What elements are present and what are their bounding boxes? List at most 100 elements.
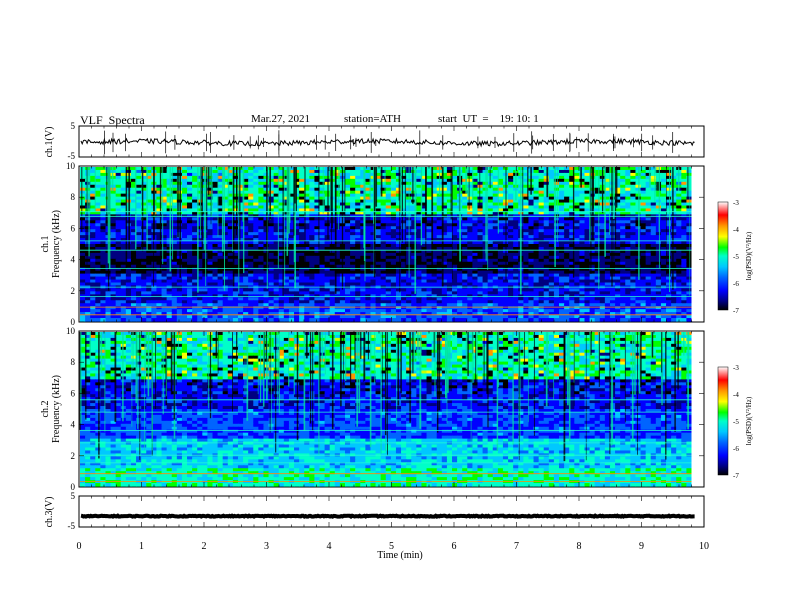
spectrogram-cell bbox=[130, 172, 137, 177]
spectrogram-cell bbox=[390, 175, 397, 180]
spectrogram-cell bbox=[355, 190, 361, 195]
spectrogram-cell bbox=[141, 199, 147, 204]
spectrogram-cell bbox=[650, 199, 657, 204]
spectrogram-cell bbox=[380, 190, 387, 195]
spectrogram-cell bbox=[207, 181, 214, 186]
spectrogram-cell bbox=[212, 169, 219, 174]
spectrogram-cell bbox=[666, 181, 672, 186]
spectrogram-cell bbox=[253, 187, 259, 192]
spectrogram-cell bbox=[477, 208, 484, 213]
spectrogram-cell bbox=[477, 178, 484, 183]
spectrogram-cell bbox=[452, 178, 458, 183]
spectrogram-cell bbox=[187, 217, 193, 221]
spectrogram-cell bbox=[533, 169, 540, 174]
spectrogram-cell bbox=[487, 202, 494, 207]
spectrogram-cell bbox=[467, 181, 473, 186]
spectrogram-cell bbox=[360, 211, 366, 215]
spectrogram-cell bbox=[253, 167, 259, 171]
spectrogram-cell bbox=[181, 167, 188, 171]
spectrogram-cell bbox=[299, 178, 305, 183]
spectrogram-cell bbox=[676, 208, 682, 213]
spectrogram-cell bbox=[416, 184, 423, 189]
spectrogram-cell bbox=[192, 205, 198, 210]
spectrogram-cell bbox=[686, 181, 693, 186]
spectrogram-cell bbox=[411, 187, 417, 192]
spectrogram-cell bbox=[237, 205, 244, 210]
spectrogram-cell bbox=[253, 190, 259, 195]
spectrogram-cell bbox=[452, 184, 458, 189]
spectrogram-cell bbox=[115, 220, 122, 224]
spectrogram-cell bbox=[482, 184, 489, 189]
spectrogram-cell bbox=[615, 187, 621, 192]
spectrogram-cell bbox=[120, 167, 127, 171]
spectrogram-cell bbox=[615, 205, 621, 210]
spectrogram-cell bbox=[365, 202, 372, 207]
spectrogram-cell bbox=[243, 178, 249, 183]
spectrogram-cell bbox=[594, 205, 601, 210]
spectrogram-cell bbox=[421, 169, 428, 174]
spectrogram-cell bbox=[350, 205, 356, 210]
spectrogram-cell bbox=[513, 220, 519, 224]
spectrogram-cell bbox=[344, 169, 351, 174]
spectrogram-cell bbox=[355, 172, 361, 177]
spectrogram-cell bbox=[95, 172, 101, 177]
spectrogram-cell bbox=[314, 167, 321, 171]
spectrogram-cell bbox=[130, 169, 137, 174]
spectrogram-cell bbox=[192, 196, 198, 201]
spectrogram-cell bbox=[288, 208, 295, 213]
spectrogram-cell bbox=[594, 187, 601, 192]
spectrogram-cell bbox=[390, 217, 397, 221]
spectrogram-cell bbox=[553, 193, 560, 198]
header-start-ut: start UT = 19: 10: 1 bbox=[438, 113, 539, 125]
spectrogram-cell bbox=[288, 199, 295, 204]
spectrogram-cell bbox=[548, 193, 555, 198]
spectrogram-cell bbox=[115, 202, 122, 207]
spectrogram-cell bbox=[110, 211, 117, 215]
spectrogram-cell bbox=[309, 169, 316, 174]
spectrogram-cell bbox=[645, 196, 652, 201]
spectrogram-cell bbox=[360, 202, 366, 207]
spectrogram-cell bbox=[350, 178, 356, 183]
spectrogram-cell bbox=[482, 175, 489, 180]
spectrogram-cell bbox=[217, 193, 224, 198]
spectrogram-cell bbox=[411, 217, 417, 221]
spectrogram-cell bbox=[390, 193, 397, 198]
spectrogram-cell bbox=[681, 211, 688, 215]
spectrogram-cell bbox=[467, 220, 473, 224]
spectrogram-cell bbox=[110, 217, 117, 221]
spectrogram-cell bbox=[334, 175, 341, 180]
spectrogram-cell bbox=[192, 202, 198, 207]
spectrogram-cell bbox=[645, 178, 652, 183]
spectrogram-cell bbox=[227, 220, 234, 224]
spectrogram-cell bbox=[395, 199, 402, 204]
spectrogram-cell bbox=[278, 187, 285, 192]
spectrogram-cell bbox=[237, 208, 244, 213]
spectrogram-cell bbox=[487, 172, 494, 177]
spectrogram-cell bbox=[80, 175, 86, 180]
spectrogram-cell bbox=[258, 202, 265, 207]
spectrogram-cell bbox=[553, 208, 560, 213]
spectrogram-cell bbox=[559, 202, 565, 207]
spectrogram-cell bbox=[482, 181, 489, 186]
spectrogram-cell bbox=[192, 178, 198, 183]
spectrogram-cell bbox=[380, 196, 387, 201]
spectrogram-cell bbox=[248, 220, 254, 224]
spectrogram-cell bbox=[660, 184, 667, 189]
spectrogram-cell bbox=[258, 199, 265, 204]
spectrogram-cell bbox=[237, 169, 244, 174]
spectrogram-cell bbox=[421, 196, 428, 201]
spectrogram-cell bbox=[375, 211, 382, 215]
spectrogram-cell bbox=[253, 181, 259, 186]
spectrogram-cell bbox=[564, 169, 570, 174]
spectrogram-cell bbox=[416, 178, 423, 183]
spectrogram-cell bbox=[365, 217, 372, 221]
spectrogram-cell bbox=[472, 172, 479, 177]
spectrogram-cell bbox=[559, 193, 565, 198]
spectrogram-cell bbox=[548, 199, 555, 204]
spectrogram-cell bbox=[314, 172, 321, 177]
spectrogram-cell bbox=[446, 187, 453, 192]
spectrogram-cell bbox=[548, 169, 555, 174]
spectrogram-cell bbox=[564, 211, 570, 215]
spectrogram-cell bbox=[334, 211, 341, 215]
spectrogram-cell bbox=[523, 178, 530, 183]
